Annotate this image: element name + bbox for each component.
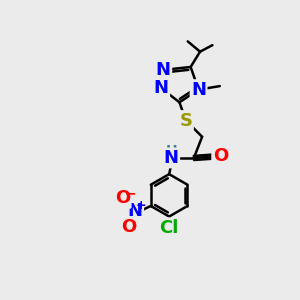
- Text: N: N: [164, 149, 179, 167]
- Text: N: N: [191, 81, 206, 99]
- Text: −: −: [124, 187, 136, 201]
- Text: +: +: [135, 199, 146, 212]
- Text: O: O: [121, 218, 136, 236]
- Text: N: N: [156, 61, 171, 79]
- Text: N: N: [154, 79, 169, 97]
- Text: N: N: [128, 202, 143, 220]
- Text: S: S: [179, 112, 192, 130]
- Text: O: O: [213, 148, 228, 166]
- Text: H: H: [165, 145, 177, 158]
- Text: Cl: Cl: [160, 219, 179, 237]
- Text: O: O: [115, 189, 130, 207]
